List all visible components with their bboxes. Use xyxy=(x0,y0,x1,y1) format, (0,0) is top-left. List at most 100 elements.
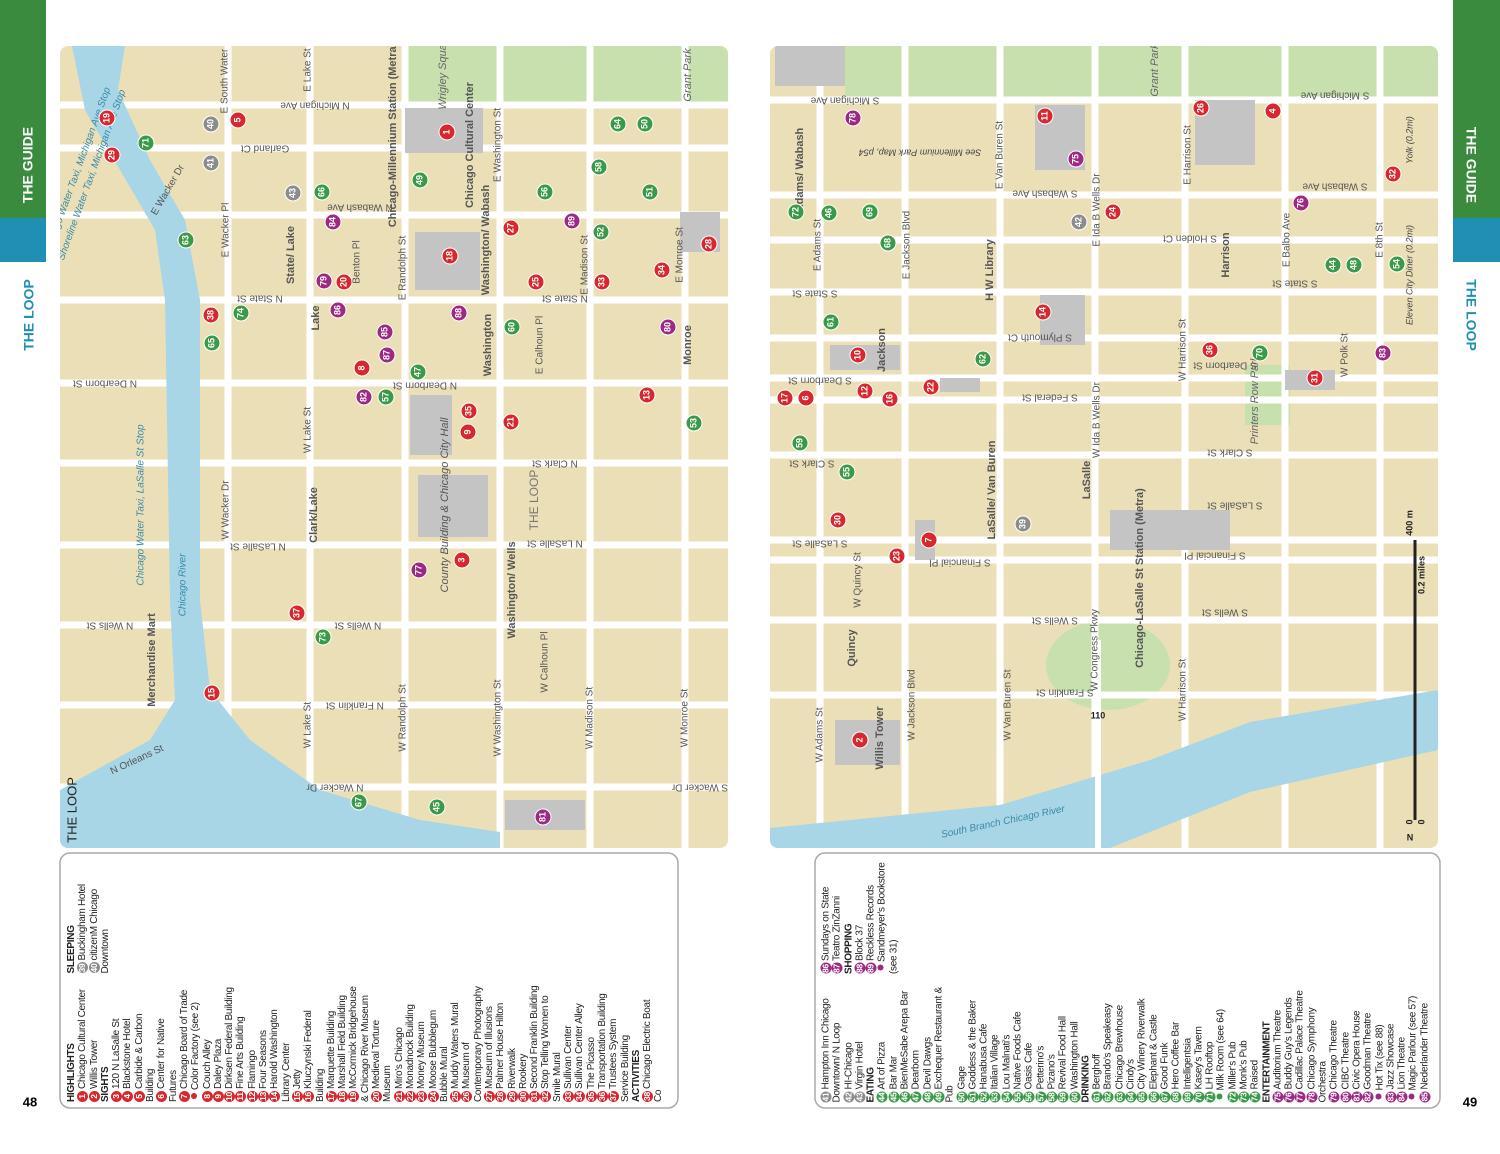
map-label: E Jackson Blvd xyxy=(902,211,913,279)
building xyxy=(1040,295,1085,345)
legend-text: Washington Hall xyxy=(1069,1021,1081,1090)
map-label: Yolk (0.2mi) xyxy=(1404,116,1414,164)
marker xyxy=(438,123,456,141)
map-label: W Calhoun Pl xyxy=(540,631,551,692)
marker-number: 61 xyxy=(825,317,835,327)
marker xyxy=(313,183,331,201)
legend-item: 77Cadillac Palace Theatre xyxy=(1294,986,1306,1103)
legend-number: 59 xyxy=(1057,1091,1069,1103)
legend-item: SHOPPING xyxy=(843,923,855,974)
legend-item: EATING xyxy=(865,1067,877,1103)
map-label: S Clark St xyxy=(1207,446,1252,457)
legend-item: 6Center for Native Futures xyxy=(156,986,179,1102)
legend-text: Color Factory (see 2) xyxy=(190,1002,202,1090)
map-label: Harrison xyxy=(1220,232,1232,278)
marker-number: 74 xyxy=(235,308,245,318)
marker-number: 48 xyxy=(1348,260,1358,270)
legend-item: 4 Blackstone Hotel xyxy=(122,986,134,1102)
legend-item: 44Art of Pizza xyxy=(876,986,888,1103)
legend-text: Moose Bubblegum Bubble Mural xyxy=(427,1010,450,1102)
legend-text: Chicago Electric Boat Co xyxy=(642,999,665,1102)
marker xyxy=(137,134,155,152)
marker xyxy=(563,212,581,230)
legend-number: 40 xyxy=(88,962,100,974)
legend-item: 53Italian Village xyxy=(989,986,1001,1103)
legend-number: 34 xyxy=(574,1091,586,1102)
legend-number: 4 xyxy=(122,1091,134,1102)
marker xyxy=(787,203,805,221)
marker xyxy=(888,547,906,565)
marker xyxy=(460,402,478,420)
marker xyxy=(335,273,353,291)
legend-text: Oasis Cafe xyxy=(1023,1043,1035,1090)
legend-item: 88 Block 37 xyxy=(854,858,866,974)
map-label: W Lake St xyxy=(303,407,314,453)
marker-number: 17 xyxy=(779,393,789,403)
legend-item: 18 Marshall Field Building xyxy=(337,986,349,1102)
marker xyxy=(590,158,608,176)
legend-text: Marquette Building xyxy=(325,1011,337,1089)
park xyxy=(845,46,1438,98)
legend-number: 45 xyxy=(888,1091,900,1103)
map-label: N Dearborn St xyxy=(393,379,457,390)
legend-item: 72Miller's Pub xyxy=(1227,986,1239,1103)
legend-number: 17 xyxy=(325,1091,337,1102)
legend-item: 5Carbide & Carbon Building xyxy=(133,986,157,1102)
marker xyxy=(353,359,371,377)
marker xyxy=(315,272,333,290)
marker-number: 16 xyxy=(884,394,894,404)
legend-item: 2 Willis Tower xyxy=(88,986,100,1102)
map-label: E Harrison St xyxy=(1183,125,1194,185)
marker xyxy=(428,798,446,816)
map-label: E Ida B Wells Dr xyxy=(1092,173,1103,247)
marker xyxy=(838,463,856,481)
legend-text: Hot Tix (see 88) xyxy=(1374,1024,1386,1091)
marker-number: 18 xyxy=(444,251,454,261)
legend-item: 76Buddy Guy's Legends xyxy=(1283,986,1295,1103)
legend-item: 45Bar Mar xyxy=(888,986,900,1103)
legend-text: Native Foods Cafe xyxy=(1012,1011,1024,1090)
legend-item: 61Berghoff xyxy=(1091,986,1103,1103)
marker-number: 10 xyxy=(852,350,862,360)
legend-number: 76 xyxy=(1283,1091,1295,1103)
marker-number: 53 xyxy=(688,418,698,428)
legend-item: Milk Room (see 64) xyxy=(1216,986,1227,1103)
legend-number: 60 xyxy=(1069,1091,1081,1103)
marker-number: 77 xyxy=(413,565,423,575)
legend-item: 9 Daley Plaza xyxy=(212,986,224,1102)
marker-number: 76 xyxy=(1295,198,1305,208)
marker-number: 13 xyxy=(641,390,651,400)
marker xyxy=(1036,107,1054,125)
legend-item: 48Devil Dawgs xyxy=(922,986,934,1103)
legend-item: 3 120 N LaSalle St xyxy=(111,986,123,1102)
marker-number: 65 xyxy=(206,338,216,348)
legend-number: 85 xyxy=(1419,1091,1431,1103)
legend-text: Hanabusa Cafe xyxy=(978,1023,990,1090)
map-label: S Financial Pl xyxy=(929,556,990,567)
map-label: S Wells St xyxy=(1202,606,1248,617)
legend-text: Sullivan Center xyxy=(563,1025,575,1089)
legend-text: Good Funk xyxy=(1159,1042,1171,1090)
legend-item: 15 Jetty xyxy=(291,986,303,1102)
marker xyxy=(1345,256,1363,274)
marker-number: 86 xyxy=(332,305,342,315)
legend-text: Auditorium Theatre xyxy=(1272,1010,1284,1090)
legend-text: Kluczynski Federal Building xyxy=(303,1010,326,1102)
legend-text: Chicago Theatre xyxy=(1328,1020,1340,1090)
legend-text: Harold Washington Library Center xyxy=(269,1009,292,1102)
marker xyxy=(820,204,838,222)
marker xyxy=(410,561,428,579)
building xyxy=(1110,510,1230,550)
marker xyxy=(851,731,869,749)
legend-text: citizenM Chicago Downtown xyxy=(88,889,111,974)
legend-number: 5 xyxy=(133,1091,145,1102)
legend-item: 10 Dirksen Federal Building xyxy=(224,986,236,1102)
legend-text: CIBC Theatre xyxy=(1340,1032,1352,1090)
legend-text: Daley Plaza xyxy=(212,1038,224,1089)
legend-item: 54Lou Malnati's xyxy=(1001,986,1013,1103)
legend-bullet xyxy=(1408,1093,1415,1100)
marker-number: 82 xyxy=(358,392,368,402)
legend-text: Monk's Pub xyxy=(1238,1040,1250,1090)
map-label: E Wacker Pl xyxy=(221,203,232,258)
marker-number: 27 xyxy=(505,223,515,233)
